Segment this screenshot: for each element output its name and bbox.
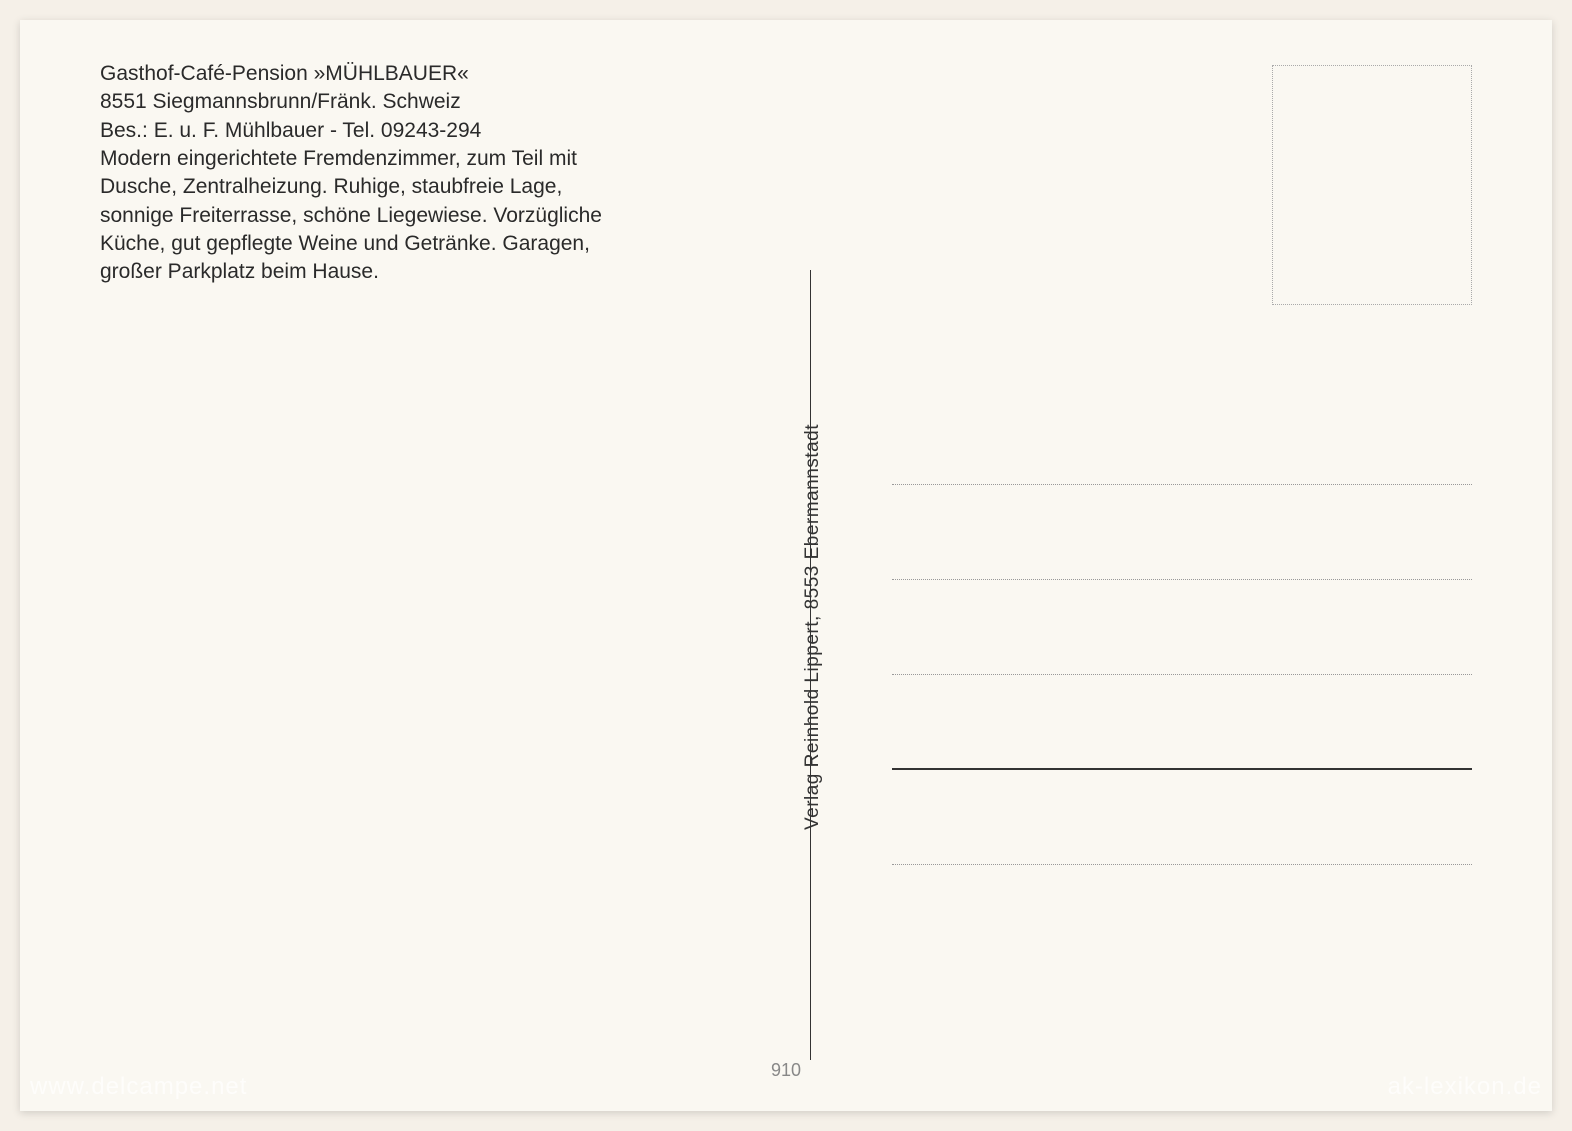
address-area [892,400,1472,865]
watermark-left: www.delcampe.net [30,1073,247,1101]
card-number: 910 [771,1060,801,1081]
description-line-1: Modern eingerichtete Fremdenzimmer, zum … [100,145,602,173]
description-line-3: sonnige Freiterrasse, schöne Liegewiese.… [100,202,602,230]
watermark-right: ak-lexikon.de [1388,1073,1542,1101]
business-description: Gasthof-Café-Pension »MÜHLBAUER« 8551 Si… [100,60,602,287]
description-line-2: Dusche, Zentralheizung. Ruhige, staubfre… [100,173,602,201]
stamp-placeholder [1272,65,1472,305]
business-address: 8551 Siegmannsbrunn/Fränk. Schweiz [100,88,602,116]
description-line-4: Küche, gut gepflegte Weine und Getränke.… [100,230,602,258]
description-line-5: großer Parkplatz beim Hause. [100,258,602,286]
postcard-back: Gasthof-Café-Pension »MÜHLBAUER« 8551 Si… [20,20,1552,1111]
address-line-4 [892,685,1472,770]
business-owner: Bes.: E. u. F. Mühlbauer - Tel. 09243-29… [100,117,602,145]
address-line-5 [892,780,1472,865]
address-line-3 [892,590,1472,675]
publisher-credit: Verlag Reinhold Lippert, 8553 Ebermannst… [802,270,824,830]
address-line-1 [892,400,1472,485]
address-line-2 [892,495,1472,580]
business-name: Gasthof-Café-Pension »MÜHLBAUER« [100,60,602,88]
